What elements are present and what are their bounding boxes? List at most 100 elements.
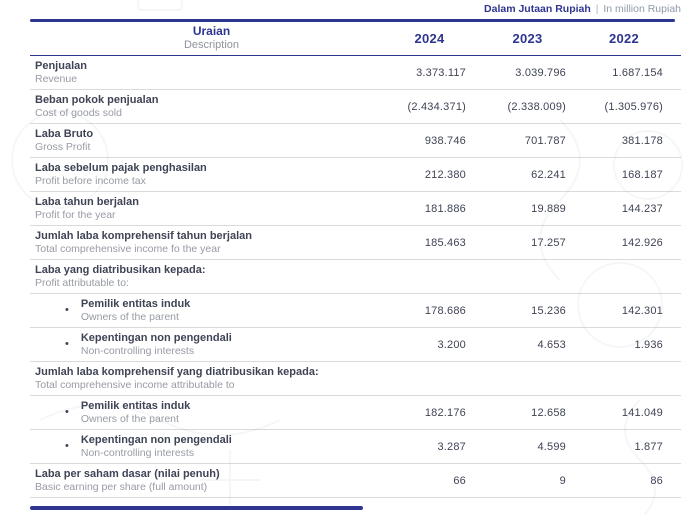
row-value-2023: 4.653: [537, 338, 566, 351]
table-row: • Pemilik entitas induk Owners of the pa…: [30, 396, 681, 430]
row-value-2024: 3.200: [437, 338, 466, 351]
row-description: • Laba tahun berjalan Profit for the yea…: [30, 195, 393, 222]
row-value-2022: 381.178: [621, 134, 663, 147]
row-value-2024: 3.287: [437, 440, 466, 453]
row-label-english: Total comprehensive income attributable …: [35, 379, 235, 392]
row-label-english: Owners of the parent: [80, 311, 179, 324]
table-row: • Pemilik entitas induk Owners of the pa…: [30, 294, 681, 328]
table-row: • Penjualan Revenue 3.373.117 3.039.796 …: [30, 56, 681, 90]
table-body: • Penjualan Revenue 3.373.117 3.039.796 …: [30, 56, 681, 498]
row-label-indonesian: Jumlah laba komprehensif tahun berjalan: [35, 229, 252, 242]
row-label-english: Non-controlling interests: [80, 447, 195, 460]
row-value-2023: (2.338.009): [507, 100, 566, 113]
row-value-2024: 181.886: [424, 202, 466, 215]
row-value-2023: 3.039.796: [515, 66, 566, 79]
row-label-indonesian: Pemilik entitas induk: [80, 297, 191, 310]
row-value-2022: 144.237: [621, 202, 663, 215]
row-label-indonesian: Laba Bruto: [35, 127, 94, 140]
row-label-english: Gross Profit: [35, 141, 91, 154]
row-value-2023: 701.787: [524, 134, 566, 147]
row-value-2022: 168.187: [621, 168, 663, 181]
row-value-2024: (2.434.371): [407, 100, 466, 113]
row-label-english: Revenue: [35, 73, 78, 86]
row-value-2024: 938.746: [424, 134, 466, 147]
table-row: • Laba Bruto Gross Profit 938.746 701.78…: [30, 124, 681, 158]
header-year-2022: 2022: [608, 30, 640, 46]
income-statement-table: Uraian Description 2024 2023 2022 • Penj…: [30, 22, 681, 498]
row-description: • Kepentingan non pengendali Non-control…: [30, 433, 393, 460]
row-description: • Laba per saham dasar (nilai penuh) Bas…: [30, 467, 393, 494]
row-value-2022: 1.936: [634, 338, 663, 351]
row-value-2022: 141.049: [621, 406, 663, 419]
row-label-indonesian: Laba sebelum pajak penghasilan: [35, 161, 207, 174]
row-value-2023: 62.241: [531, 168, 566, 181]
row-description: • Laba Bruto Gross Profit: [30, 127, 393, 154]
row-label-english: Owners of the parent: [80, 413, 179, 426]
row-label-indonesian: Jumlah laba komprehensif yang diatribusi…: [35, 365, 319, 378]
row-description: • Pemilik entitas induk Owners of the pa…: [30, 297, 393, 324]
row-description: • Laba yang diatribusikan kepada: Profit…: [30, 263, 393, 290]
units-caption-separator: |: [595, 3, 599, 15]
table-row: • Laba per saham dasar (nilai penuh) Bas…: [30, 464, 681, 498]
table-row: • Kepentingan non pengendali Non-control…: [30, 430, 681, 464]
table-row: • Jumlah laba komprehensif yang diatribu…: [30, 362, 681, 396]
row-label-indonesian: Laba tahun berjalan: [35, 195, 139, 208]
row-description: • Beban pokok penjualan Cost of goods so…: [30, 93, 393, 120]
row-value-2024: 185.463: [424, 236, 466, 249]
row-value-2023: 4.599: [537, 440, 566, 453]
units-caption-indonesian: Dalam Jutaan Rupiah: [484, 3, 591, 15]
row-label-english: Total comprehensive income fo the year: [35, 243, 221, 256]
row-label-indonesian: Kepentingan non pengendali: [80, 331, 232, 344]
row-value-2024: 3.373.117: [416, 66, 466, 79]
header-description-id: Uraian: [192, 24, 231, 39]
row-label-indonesian: Kepentingan non pengendali: [80, 433, 232, 446]
row-value-2023: 9: [559, 474, 566, 487]
bullet-icon: •: [65, 337, 69, 350]
row-value-2023: 15.236: [531, 304, 566, 317]
header-description: Uraian Description: [30, 24, 393, 52]
row-value-2023: 12.658: [531, 406, 566, 419]
row-value-2022: 142.926: [621, 236, 663, 249]
units-caption: Dalam Jutaan Rupiah | In million Rupiah: [0, 0, 683, 19]
row-description: • Laba sebelum pajak penghasilan Profit …: [30, 161, 393, 188]
row-description: • Jumlah laba komprehensif tahun berjala…: [30, 229, 393, 256]
bullet-icon: •: [65, 303, 69, 316]
row-value-2022: 86: [650, 474, 663, 487]
table-header-row: Uraian Description 2024 2023 2022: [30, 22, 681, 56]
row-label-indonesian: Laba per saham dasar (nilai penuh): [35, 467, 220, 480]
table-row: • Laba yang diatribusikan kepada: Profit…: [30, 260, 681, 294]
row-label-english: Cost of goods sold: [35, 107, 122, 120]
row-value-2022: 1.877: [634, 440, 663, 453]
row-value-2024: 212.380: [424, 168, 466, 181]
row-value-2022: (1.305.976): [604, 100, 663, 113]
bullet-icon: •: [65, 439, 69, 452]
table-row: • Jumlah laba komprehensif tahun berjala…: [30, 226, 681, 260]
row-description: • Kepentingan non pengendali Non-control…: [30, 331, 393, 358]
row-label-indonesian: Laba yang diatribusikan kepada:: [35, 263, 206, 276]
row-label-english: Basic earning per share (full amount): [35, 481, 208, 494]
row-label-english: Profit attributable to:: [35, 277, 129, 290]
header-year-2023: 2023: [512, 30, 543, 46]
bullet-icon: •: [65, 405, 69, 418]
row-description: • Pemilik entitas induk Owners of the pa…: [30, 399, 393, 426]
table-row: • Laba tahun berjalan Profit for the yea…: [30, 192, 681, 226]
table-row: • Beban pokok penjualan Cost of goods so…: [30, 90, 681, 124]
header-description-en: Description: [183, 39, 240, 52]
row-value-2024: 182.176: [424, 406, 466, 419]
row-label-indonesian: Penjualan: [35, 59, 87, 72]
row-description: • Jumlah laba komprehensif yang diatribu…: [30, 365, 393, 392]
table-top-rule: [30, 19, 675, 22]
row-label-indonesian: Beban pokok penjualan: [35, 93, 159, 106]
row-label-english: Profit before income tax: [35, 175, 146, 188]
table-row: • Kepentingan non pengendali Non-control…: [30, 328, 681, 362]
next-section-rule: [30, 506, 363, 510]
table-row: • Laba sebelum pajak penghasilan Profit …: [30, 158, 681, 192]
row-value-2023: 19.889: [531, 202, 566, 215]
units-caption-english: In million Rupiah: [603, 3, 681, 15]
row-label-english: Non-controlling interests: [80, 345, 195, 358]
row-value-2022: 1.687.154: [612, 66, 663, 79]
row-value-2024: 66: [453, 474, 466, 487]
row-description: • Penjualan Revenue: [30, 59, 393, 86]
row-value-2023: 17.257: [531, 236, 566, 249]
